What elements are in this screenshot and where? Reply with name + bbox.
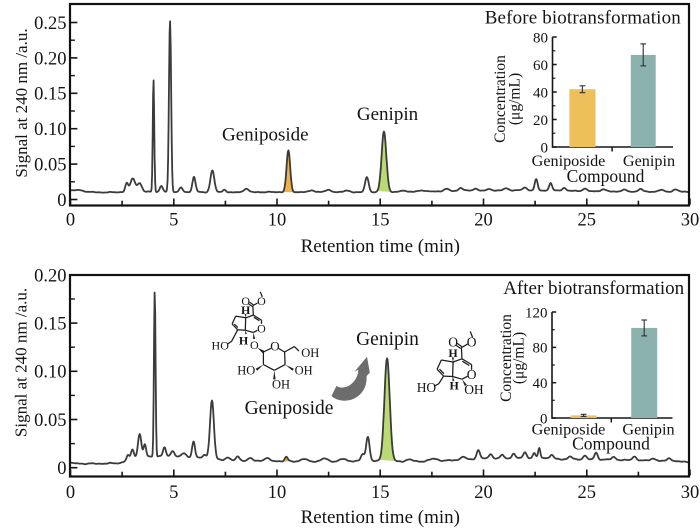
svg-text:After biotransformation: After biotransformation (503, 278, 684, 299)
svg-text:0.10: 0.10 (34, 363, 66, 383)
svg-text:HO: HO (237, 363, 255, 377)
svg-text:Retention time (min): Retention time (min) (301, 236, 460, 257)
svg-text:Before biotransformation: Before biotransformation (485, 8, 682, 29)
svg-text:Genipin: Genipin (357, 104, 419, 125)
svg-text:Geniposide: Geniposide (245, 398, 334, 419)
svg-text:5: 5 (169, 211, 178, 231)
svg-text:0: 0 (66, 483, 75, 503)
svg-text:O: O (467, 335, 477, 350)
svg-text:OH: OH (295, 364, 313, 378)
svg-text:Geniposide: Geniposide (532, 152, 606, 170)
svg-text:OH: OH (464, 382, 484, 397)
svg-text:Retention time (min): Retention time (min) (301, 507, 460, 528)
svg-text:40: 40 (533, 376, 548, 392)
svg-text:Concentration: Concentration (498, 314, 515, 402)
svg-text:30: 30 (681, 211, 700, 231)
svg-text:0.05: 0.05 (34, 156, 66, 176)
svg-text:OH: OH (301, 346, 319, 360)
svg-text:120: 120 (525, 305, 548, 321)
svg-text:0.15: 0.15 (34, 85, 66, 105)
svg-text:10: 10 (268, 211, 287, 231)
svg-text:H: H (241, 303, 251, 317)
svg-text:25: 25 (578, 211, 597, 231)
svg-text:40: 40 (533, 85, 548, 101)
svg-text:O: O (257, 321, 266, 335)
svg-text:Geniposide: Geniposide (532, 421, 606, 439)
svg-text:20: 20 (533, 113, 548, 129)
svg-text:0: 0 (57, 459, 66, 479)
svg-text:Geniposide: Geniposide (222, 125, 309, 146)
svg-text:O: O (257, 294, 266, 308)
svg-text:O: O (270, 339, 279, 354)
svg-text:0: 0 (66, 211, 75, 231)
svg-text:HO: HO (417, 380, 437, 395)
svg-text:(μg/mL): (μg/mL) (507, 73, 524, 125)
svg-text:0.15: 0.15 (34, 315, 66, 335)
svg-text:Concentration: Concentration (492, 55, 509, 143)
svg-text:0.10: 0.10 (34, 120, 66, 140)
svg-text:Signal at 240 nm /a.u.: Signal at 240 nm /a.u. (12, 28, 31, 177)
svg-text:Genipin: Genipin (623, 152, 675, 170)
svg-text:(μg/mL): (μg/mL) (511, 332, 528, 384)
svg-text:HO: HO (212, 339, 230, 353)
svg-text:O: O (241, 294, 250, 308)
svg-text:80: 80 (533, 30, 548, 46)
svg-text:10: 10 (268, 483, 287, 503)
svg-text:H: H (450, 379, 460, 393)
svg-text:0: 0 (57, 191, 66, 211)
svg-text:O: O (250, 338, 259, 352)
svg-text:Compound: Compound (567, 166, 645, 186)
svg-text:0: 0 (541, 140, 549, 156)
svg-text:0.25: 0.25 (34, 14, 66, 34)
svg-text:25: 25 (578, 483, 597, 503)
svg-text:60: 60 (533, 58, 548, 74)
svg-text:Signal at 240 nm /a.u.: Signal at 240 nm /a.u. (11, 288, 30, 437)
svg-text:Compound: Compound (572, 434, 650, 454)
svg-text:OH: OH (272, 378, 290, 392)
svg-text:80: 80 (533, 341, 548, 357)
svg-text:Genipin: Genipin (622, 421, 674, 439)
svg-text:0: 0 (540, 411, 548, 427)
svg-text:Genipin: Genipin (356, 329, 419, 350)
svg-text:H: H (448, 346, 458, 360)
svg-text:20: 20 (474, 211, 493, 231)
svg-text:O: O (467, 367, 477, 382)
svg-text:0.20: 0.20 (34, 49, 66, 69)
svg-text:5: 5 (169, 483, 178, 503)
svg-text:O: O (448, 335, 458, 350)
svg-text:H: H (239, 333, 249, 347)
svg-text:0.05: 0.05 (34, 411, 66, 431)
svg-text:15: 15 (371, 211, 390, 231)
svg-text:20: 20 (474, 483, 493, 503)
svg-text:15: 15 (371, 483, 390, 503)
svg-text:30: 30 (681, 483, 700, 503)
svg-text:0.20: 0.20 (34, 266, 66, 286)
